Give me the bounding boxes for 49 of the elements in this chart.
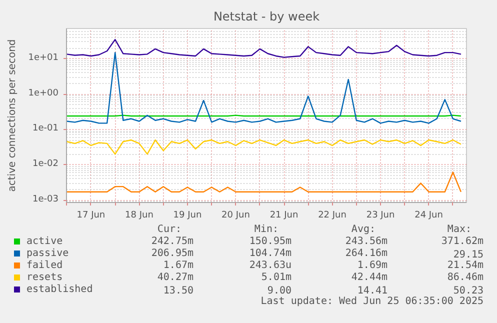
text: 14.41	[357, 286, 388, 296]
text: 264.16m	[345, 248, 388, 259]
x-tick-label: 22 Jun	[318, 210, 346, 220]
line-series	[66, 172, 462, 192]
y-tick-label: 1e-02	[32, 159, 59, 169]
x-tick-label: 17 Jun	[76, 210, 106, 220]
text: 243.63u	[249, 260, 292, 271]
x-tick-label: 19 Jun	[173, 210, 202, 220]
text: 371.62m	[441, 236, 484, 247]
chart-title: Netstat - by week	[213, 10, 320, 24]
legend-label: established	[26, 284, 93, 295]
text: Avg:	[351, 224, 376, 235]
x-tick-label: 24 Jun	[414, 210, 443, 220]
y-tick-label: 1e-03	[32, 194, 59, 204]
y-tick-label: 1e+01	[28, 53, 59, 64]
legend-label: active	[26, 236, 63, 247]
text: 5.01m	[261, 272, 292, 283]
legend-label: passive	[26, 248, 69, 259]
text: Last update: Wed Jun 25 06:35:00 2025	[260, 296, 484, 307]
text: 1.69m	[357, 260, 388, 271]
text: 21.54m	[447, 260, 484, 271]
legend-label: resets	[26, 272, 63, 283]
text: 150.95m	[249, 236, 292, 247]
x-tick-label: 18 Jun	[125, 210, 154, 220]
line-series	[66, 52, 462, 124]
text: 13.50	[163, 286, 194, 296]
text: 42.44m	[351, 272, 388, 283]
text: 29.15	[453, 250, 484, 260]
text: 206.95m	[151, 248, 194, 259]
text: 9.00	[267, 286, 292, 296]
text: 86.46m	[447, 272, 484, 283]
x-tick-label: 21 Jun	[270, 210, 298, 220]
text: 243.56m	[345, 236, 388, 247]
x-tick-label: 20 Jun	[222, 210, 250, 220]
y-tick-label: 1e-01	[32, 124, 59, 134]
text: 50.23	[453, 286, 484, 296]
y-axis-title: active connections per second	[7, 39, 18, 192]
text: 242.75m	[151, 236, 194, 247]
line-series	[66, 139, 462, 155]
text: Min:	[254, 224, 279, 235]
text: 104.74m	[249, 248, 292, 259]
line-series	[66, 38, 462, 58]
x-tick-label: 23 Jun	[366, 210, 395, 220]
text: Cur:	[157, 224, 182, 235]
text: 40.27m	[157, 272, 194, 283]
y-tick-label: 1e+00	[28, 88, 59, 98]
text: 1.67m	[163, 260, 194, 271]
legend-label: failed	[26, 260, 63, 271]
text: Max:	[447, 224, 472, 235]
